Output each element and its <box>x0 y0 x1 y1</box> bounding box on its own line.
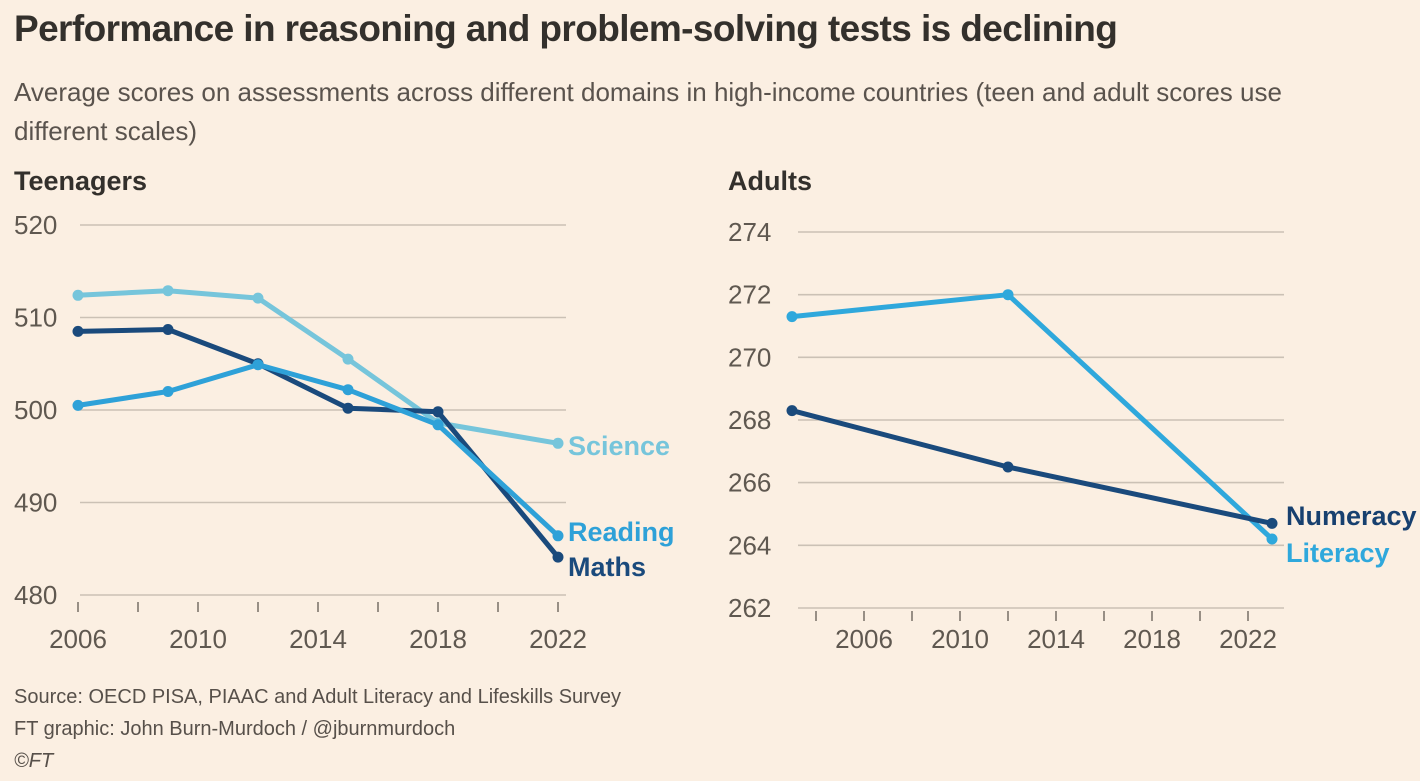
teen-maths-point-2022 <box>552 551 564 563</box>
teen-science-point-2022 <box>552 437 564 449</box>
teen-maths-point-2018 <box>432 406 444 418</box>
adult-ytick-label-266: 266 <box>728 468 771 498</box>
adult-numeracy-point-2003 <box>786 405 798 417</box>
panel-title-adults: Adults <box>728 166 812 196</box>
panel-title-teenagers: Teenagers <box>14 166 148 196</box>
teen-series-label-reading: Reading <box>568 517 675 547</box>
chart-subtitle: Average scores on assessments across dif… <box>14 77 1282 146</box>
teen-series-label-science: Science <box>568 431 670 461</box>
adult-series-label-numeracy: Numeracy <box>1286 501 1417 531</box>
teen-ytick-label-510: 510 <box>14 303 57 333</box>
teen-reading-point-2009 <box>162 386 174 397</box>
teen-ytick-label-480: 480 <box>14 580 57 610</box>
adult-literacy-point-2023 <box>1266 533 1278 545</box>
adult-numeracy-point-2012 <box>1002 461 1014 473</box>
teen-reading-point-2018 <box>432 419 444 431</box>
adult-xtick-label-2018: 2018 <box>1123 624 1181 654</box>
teen-maths-point-2009 <box>162 324 174 335</box>
teen-xtick-label-2014: 2014 <box>289 624 347 654</box>
teen-reading-point-2012 <box>252 359 264 371</box>
teen-maths-point-2015 <box>342 402 354 414</box>
adult-literacy-point-2003 <box>786 311 798 323</box>
teen-xtick-label-2010: 2010 <box>169 624 227 654</box>
adult-xtick-label-2022: 2022 <box>1219 624 1277 654</box>
teen-science-line <box>75 288 561 446</box>
adult-xtick-label-2006: 2006 <box>835 624 893 654</box>
adult-ytick-label-270: 270 <box>728 342 771 372</box>
teen-xtick-label-2022: 2022 <box>529 624 587 654</box>
teen-ytick-label-500: 500 <box>14 395 57 425</box>
teen-maths-line <box>75 327 561 560</box>
adult-numeracy-point-2023 <box>1266 517 1278 529</box>
teen-ytick-label-520: 520 <box>14 210 57 240</box>
adult-ytick-label-264: 264 <box>728 530 771 560</box>
credit-line: FT graphic: John Burn-Murdoch / @jburnmu… <box>14 718 456 740</box>
teen-science-point-2015 <box>342 353 354 365</box>
teen-science-point-2012 <box>252 292 264 304</box>
teen-reading-line <box>75 362 561 539</box>
teen-reading-point-2022 <box>552 530 564 542</box>
teen-ytick-label-490: 490 <box>14 488 57 518</box>
teen-reading-point-2015 <box>342 384 354 396</box>
adult-xtick-label-2014: 2014 <box>1027 624 1085 654</box>
adult-ytick-label-272: 272 <box>728 280 771 310</box>
teen-xtick-label-2018: 2018 <box>409 624 467 654</box>
chart-title: Performance in reasoning and problem-sol… <box>14 8 1118 49</box>
adult-literacy-line <box>789 292 1275 542</box>
adult-ytick-label-268: 268 <box>728 405 771 435</box>
teen-xtick-label-2006: 2006 <box>49 624 107 654</box>
teen-science-point-2006 <box>72 289 84 301</box>
teen-maths-point-2006 <box>72 325 84 337</box>
ft-copyright: ©FT <box>14 750 54 772</box>
teen-science-point-2009 <box>162 285 174 297</box>
adult-numeracy-line <box>789 408 1275 526</box>
teen-series-label-maths: Maths <box>568 552 646 582</box>
adult-xtick-label-2010: 2010 <box>931 624 989 654</box>
adult-literacy-point-2012 <box>1002 289 1014 301</box>
adult-series-label-literacy: Literacy <box>1286 538 1390 568</box>
source-line: Source: OECD PISA, PIAAC and Adult Liter… <box>14 686 621 708</box>
adult-ytick-label-262: 262 <box>728 593 771 623</box>
adult-ytick-label-274: 274 <box>728 217 771 247</box>
teen-reading-point-2006 <box>72 399 84 411</box>
chart-footer: Source: OECD PISA, PIAAC and Adult Liter… <box>14 681 621 777</box>
